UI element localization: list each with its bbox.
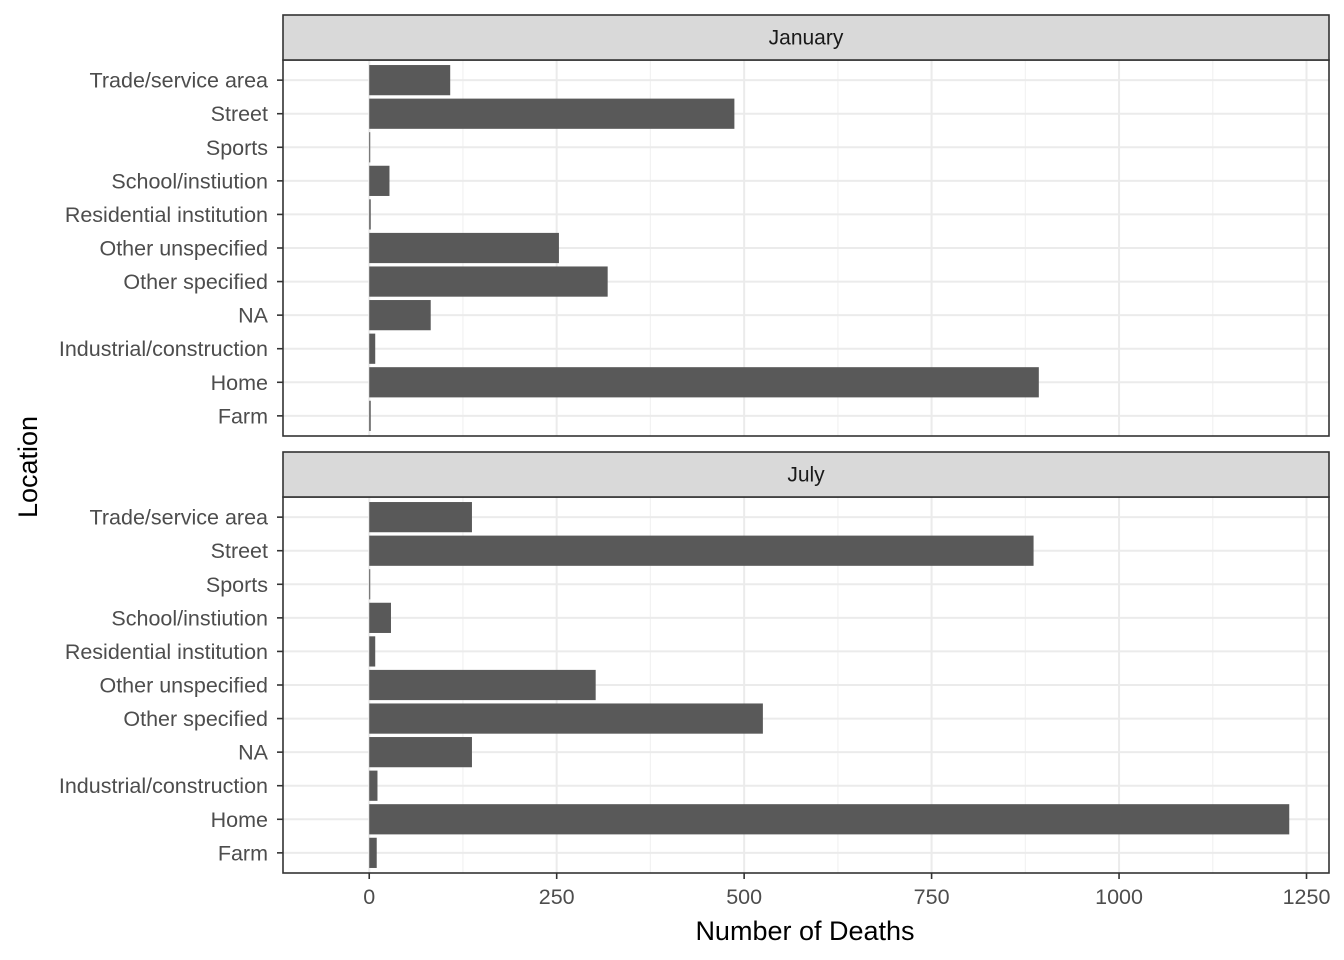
bar-july-sports: [369, 569, 371, 600]
x-tick-label: 250: [539, 885, 575, 909]
y-tick-label: School/instiution: [111, 606, 268, 630]
x-axis: 0 250 500 750 1000 1250: [363, 873, 1330, 909]
y-tick-label: NA: [238, 304, 269, 328]
panels-group: January Farm Home Industrial/construction NA…: [59, 14, 1330, 874]
bar-july-other-unspecified: [369, 669, 596, 701]
facet-strip-label: July: [787, 464, 825, 487]
y-tick-label: Other unspecified: [99, 237, 268, 261]
x-tick-label: 500: [726, 885, 762, 909]
bar-july-trade-service-area: [369, 502, 472, 533]
bar-january-trade-service-area: [369, 65, 451, 96]
y-tick-label: Trade/service area: [90, 69, 268, 93]
bar-july-na: [369, 737, 472, 768]
bar-january-other-specified: [369, 266, 608, 297]
y-tick-label: Industrial/construction: [59, 337, 268, 361]
x-tick-label: 1000: [1095, 885, 1143, 909]
bar-january-residential-institution: [369, 199, 371, 230]
y-tick-label: Other specified: [123, 707, 268, 731]
bar-july-street: [369, 535, 1034, 566]
y-tick-label: Residential institution: [65, 203, 268, 227]
y-tick-label: Other specified: [123, 270, 268, 294]
bar-july-home: [369, 804, 1290, 835]
y-tick-label: Trade/service area: [90, 506, 268, 530]
x-tick-label: 0: [363, 885, 375, 909]
bar-january-home: [369, 367, 1039, 398]
y-tick-label: Sports: [206, 136, 268, 160]
y-tick-label: Farm: [218, 404, 268, 428]
bar-january-industrial-construction: [369, 333, 376, 364]
bar-january-street: [369, 98, 735, 129]
y-tick-label: Farm: [218, 841, 268, 865]
y-tick-label: NA: [238, 741, 269, 765]
bar-january-other-unspecified: [369, 232, 559, 264]
y-tick-label: Street: [211, 102, 268, 126]
y-tick-label: Industrial/construction: [59, 774, 268, 798]
panel-july: July Farm Home Industrial/construction NA Oth…: [59, 451, 1330, 874]
bar-january-sports: [369, 132, 371, 163]
facet-strip-label: January: [769, 27, 844, 50]
y-tick-label: Home: [211, 808, 268, 832]
y-tick-label: Home: [211, 371, 268, 395]
bar-july-other-specified: [369, 703, 763, 734]
y-tick-label: Other unspecified: [99, 674, 268, 698]
bar-january-farm: [369, 400, 371, 431]
panel-january: January Farm Home Industrial/construction NA…: [59, 14, 1330, 437]
facet-strip: [282, 14, 1330, 61]
y-tick-label: School/instiution: [111, 169, 268, 193]
bar-july-school-instiution: [369, 602, 391, 633]
bar-january-na: [369, 300, 431, 331]
x-axis-title: Number of Deaths: [695, 916, 914, 946]
bar-july-residential-institution: [369, 636, 376, 667]
bar-january-school-instiution: [369, 165, 390, 196]
bar-july-industrial-construction: [369, 770, 378, 801]
y-tick-label: Sports: [206, 573, 268, 597]
y-axis-title: Location: [13, 416, 43, 518]
y-tick-label: Street: [211, 539, 268, 563]
bar-july-farm: [369, 837, 377, 868]
facet-strip: [282, 451, 1330, 498]
x-tick-label: 1250: [1283, 885, 1331, 909]
x-tick-label: 750: [914, 885, 950, 909]
y-tick-label: Residential institution: [65, 640, 268, 664]
